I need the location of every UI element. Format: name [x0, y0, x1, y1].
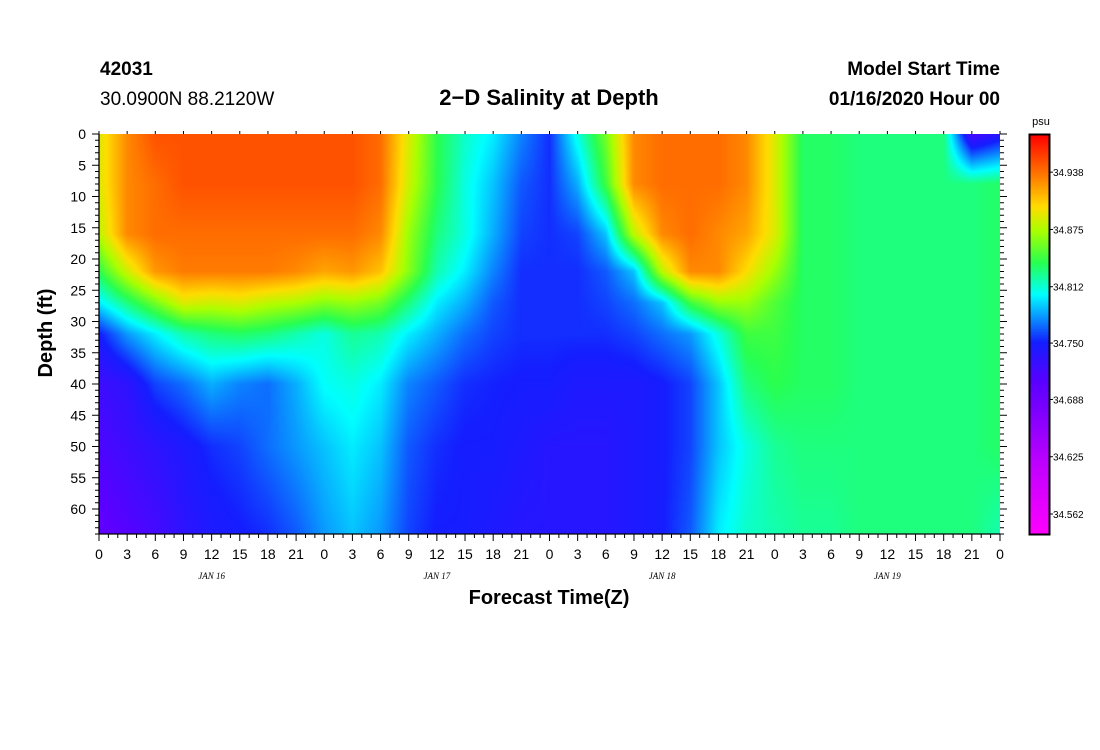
- x-tick-label: 6: [827, 546, 835, 562]
- x-axis-label: Forecast Time(Z): [469, 587, 630, 609]
- x-tick-label: 9: [405, 546, 413, 562]
- station-location: 30.0900N 88.2120W: [100, 89, 274, 110]
- chart-title: 2−D Salinity at Depth: [439, 85, 658, 110]
- x-tick-label: 3: [574, 546, 582, 562]
- y-tick-label: 55: [70, 470, 86, 486]
- colorbar-gradient: [1030, 135, 1049, 534]
- model-start-time: 01/16/2020 Hour 00: [829, 89, 1000, 110]
- x-tick-label: 18: [260, 546, 276, 562]
- y-tick-label: 5: [78, 157, 86, 173]
- x-tick-label: 15: [908, 546, 924, 562]
- x-tick-label: 0: [996, 546, 1004, 562]
- x-tick-label: 18: [485, 546, 501, 562]
- x-tick-label: 15: [232, 546, 248, 562]
- colorbar-tick-label: 34.625: [1053, 453, 1084, 464]
- y-tick-label: 10: [70, 189, 86, 205]
- y-tick-label: 40: [70, 376, 86, 392]
- x-tick-label: 12: [654, 546, 670, 562]
- y-axis: 0 5 10 15 20 25 30 35 40 45 50 55 60: [70, 126, 1007, 535]
- salinity-heatmap: [99, 134, 1000, 534]
- x-tick-label: 0: [95, 546, 103, 562]
- colorbar-frame: [1028, 133, 1051, 536]
- day-label: JAN 19: [874, 571, 901, 581]
- x-tick-label: 12: [880, 546, 896, 562]
- x-tick-label: 15: [682, 546, 698, 562]
- y-tick-label: 35: [70, 345, 86, 361]
- x-tick-label: 9: [855, 546, 863, 562]
- colorbar-tick-label: 34.562: [1053, 510, 1084, 521]
- colorbar-tick-label: 34.938: [1053, 168, 1084, 179]
- x-tick-label: 21: [514, 546, 530, 562]
- x-tick-label: 12: [429, 546, 445, 562]
- x-tick-label: 3: [349, 546, 357, 562]
- y-tick-label: 0: [78, 126, 86, 142]
- colorbar-ticks: 34.938 34.875 34.812 34.750 34.688 34.625 34.5…: [1049, 168, 1084, 521]
- y-tick-label: 25: [70, 282, 86, 298]
- x-tick-label: 6: [151, 546, 159, 562]
- y-tick-label: 30: [70, 314, 86, 330]
- y-tick-label: 50: [70, 439, 86, 455]
- colorbar-unit: psu: [1032, 116, 1050, 128]
- colorbar-tick-label: 34.688: [1053, 395, 1084, 406]
- model-start-label: Model Start Time: [847, 59, 1000, 80]
- y-tick-label: 20: [70, 251, 86, 267]
- station-id: 42031: [100, 59, 153, 80]
- colorbar-tick-label: 34.750: [1053, 339, 1084, 350]
- colorbar-tick-label: 34.875: [1053, 225, 1084, 236]
- x-tick-label: 21: [739, 546, 755, 562]
- day-label: JAN 16: [198, 571, 225, 581]
- x-tick-label: 3: [799, 546, 807, 562]
- y-tick-label: 45: [70, 407, 86, 423]
- x-tick-label: 0: [320, 546, 328, 562]
- day-label: JAN 17: [424, 571, 451, 581]
- x-tick-label: 18: [936, 546, 952, 562]
- y-tick-label: 15: [70, 220, 86, 236]
- x-tick-label: 6: [602, 546, 610, 562]
- x-tick-label: 0: [771, 546, 779, 562]
- x-tick-label: 21: [964, 546, 980, 562]
- colorbar-tick-label: 34.812: [1053, 283, 1084, 294]
- x-tick-label: 21: [288, 546, 304, 562]
- x-axis: 0 3 6 9 12 15 18 21 0 3 6 9 12 15 18 21 0 3 6 9 12 15 18 21 0 3 6 9…: [95, 131, 1004, 581]
- x-tick-label: 9: [630, 546, 638, 562]
- x-tick-label: 0: [546, 546, 554, 562]
- x-tick-label: 12: [204, 546, 220, 562]
- y-tick-label: 60: [70, 501, 86, 517]
- x-tick-label: 18: [711, 546, 727, 562]
- x-tick-label: 15: [457, 546, 473, 562]
- x-tick-label: 9: [180, 546, 188, 562]
- day-label: JAN 18: [649, 571, 676, 581]
- y-axis-label: Depth (ft): [35, 289, 57, 378]
- x-tick-label: 6: [377, 546, 385, 562]
- x-tick-label: 3: [123, 546, 131, 562]
